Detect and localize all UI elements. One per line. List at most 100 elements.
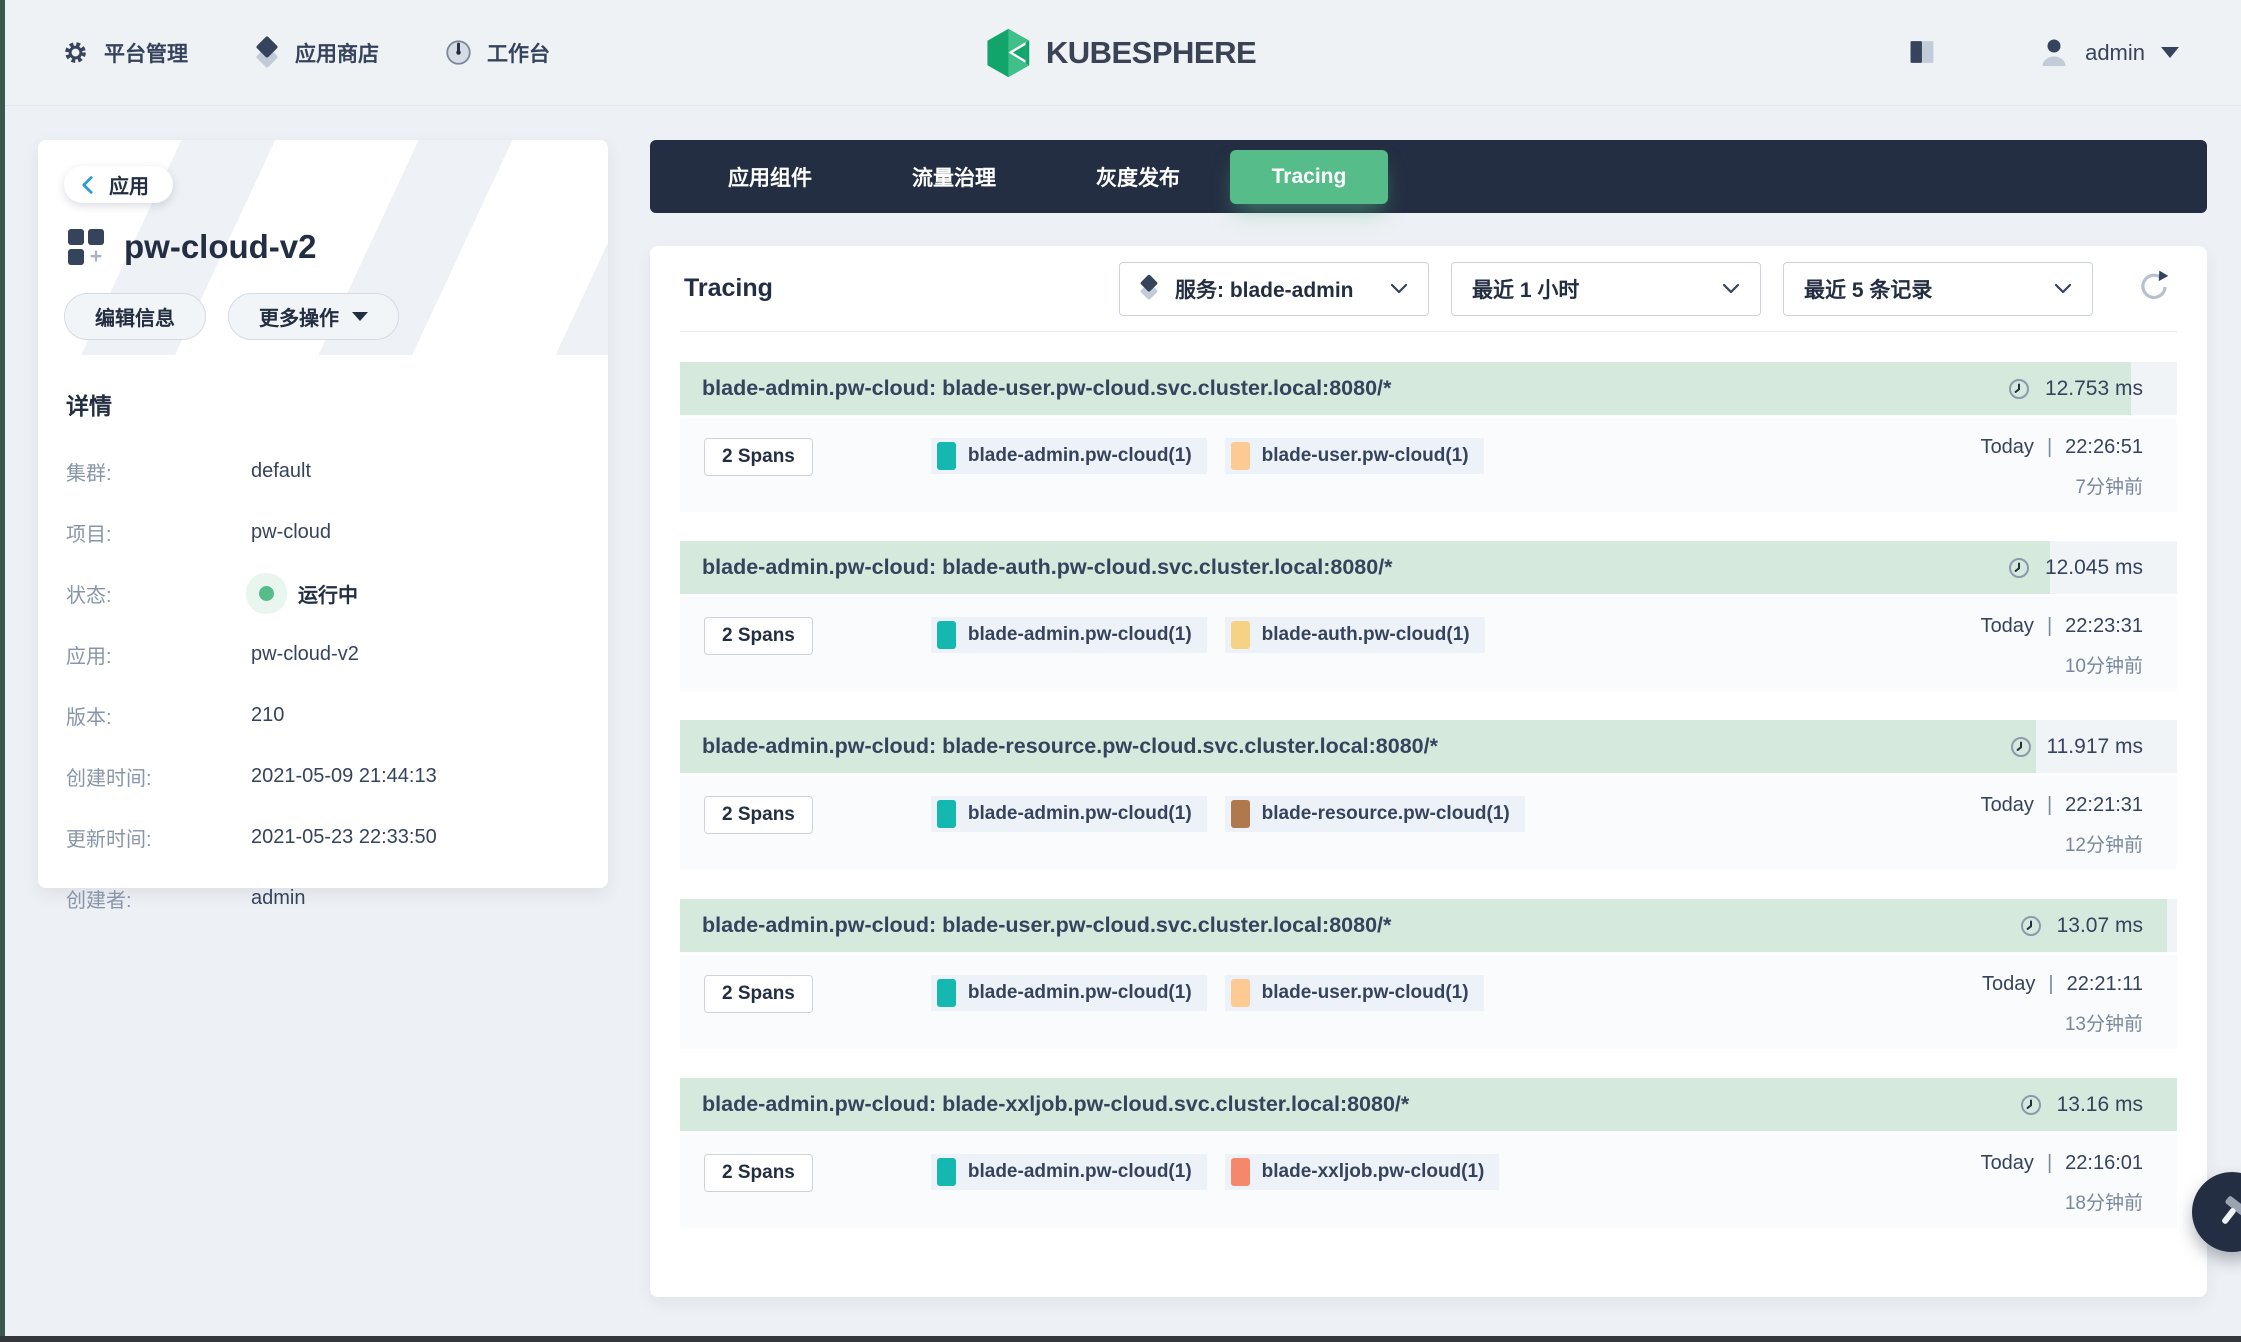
kubesphere-wordmark: KUBESPHERE [1045,34,1257,70]
tab-app-components[interactable]: 应用组件 [728,166,812,190]
nav-platform-management[interactable]: 平台管理 [62,38,188,68]
tab-traffic-management[interactable]: 流量治理 [912,166,996,190]
service-tag: blade-user.pw-cloud(1) [1224,438,1484,474]
trace-duration: 12.753 ms [2006,362,2143,415]
trace-item: blade-admin.pw-cloud: blade-auth.pw-clou… [680,541,2177,691]
detail-label: 项目: [66,524,112,546]
tag-color-swatch [936,800,956,828]
tag-label: blade-admin.pw-cloud(1) [967,803,1192,824]
trace-date: Today [1980,794,2034,816]
docs-icon[interactable] [1907,39,1939,66]
tag-label: blade-user.pw-cloud(1) [1261,982,1469,1003]
tab-tracing[interactable]: Tracing [1230,149,1388,204]
trace-time: 22:21:11 [2066,973,2143,995]
nav-platform-label: 平台管理 [104,42,188,66]
detail-row-cluster: 集群: default [66,457,580,486]
refresh-button[interactable] [2131,266,2177,312]
duration-bar [680,362,2131,415]
trace-time: 22:26:51 [2065,436,2143,458]
nav-appstore-label: 应用商店 [295,42,379,66]
trace-body: 2 Spans blade-admin.pw-cloud(1) blade-us… [680,418,2177,512]
trace-header[interactable]: blade-admin.pw-cloud: blade-user.pw-clou… [680,362,2177,415]
record-limit-value: 最近 5 条记录 [1804,278,1933,302]
tag-color-swatch [1230,979,1250,1007]
status-label: 运行中 [298,585,358,607]
tag-label: blade-auth.pw-cloud(1) [1261,624,1470,645]
trace-duration: 13.16 ms [2018,1078,2143,1131]
app-detail-header: 应用 + pw-cloud-v2 编辑信息 更多操作 [38,140,608,355]
edit-info-label: 编辑信息 [95,308,175,330]
kubesphere-logo[interactable]: KUBESPHERE [985,28,1257,78]
caret-down-icon [352,312,368,321]
detail-label: 创建时间: [66,768,152,790]
duration-label: 13.07 ms [2056,913,2143,937]
tracing-toolbar: Tracing 服务: blade-admin 最近 1 小时 最近 5 [680,246,2177,332]
tag-label: blade-admin.pw-cloud(1) [967,982,1192,1003]
chevron-down-icon [1722,283,1740,294]
service-tag: blade-xxljob.pw-cloud(1) [1224,1154,1500,1190]
tag-color-swatch [1230,800,1250,828]
back-button[interactable]: 应用 [64,166,173,203]
app-detail-panel: 应用 + pw-cloud-v2 编辑信息 更多操作 详情 集群: defaul… [38,140,608,912]
trace-title: blade-admin.pw-cloud: blade-user.pw-clou… [702,376,1392,400]
spans-badge: 2 Spans [704,617,813,655]
trace-body: 2 Spans blade-admin.pw-cloud(1) blade-re… [680,776,2177,870]
tracing-title: Tracing [684,274,773,302]
detail-row-creator: 创建者: admin [66,884,580,913]
trace-item: blade-admin.pw-cloud: blade-xxljob.pw-cl… [680,1078,2177,1228]
workbench-gauge-icon [446,40,471,65]
duration-bar [680,1078,2177,1131]
app-icon: + [68,229,104,267]
record-limit-select[interactable]: 最近 5 条记录 [1783,261,2093,316]
duration-bar [680,899,2167,952]
more-actions-button[interactable]: 更多操作 [228,293,399,340]
clock-icon [2008,557,2029,578]
tag-color-swatch [936,621,956,649]
clock-icon [2020,915,2041,936]
duration-label: 13.16 ms [2056,1092,2143,1116]
trace-date: Today [1982,973,2036,995]
chevron-down-icon [2054,283,2072,294]
detail-row-created: 创建时间: 2021-05-09 21:44:13 [66,762,580,791]
duration-label: 12.753 ms [2044,376,2143,400]
trace-list: blade-admin.pw-cloud: blade-user.pw-clou… [680,332,2177,1228]
nav-workbench[interactable]: 工作台 [445,38,550,68]
trace-item: blade-admin.pw-cloud: blade-user.pw-clou… [680,899,2177,1049]
trace-title: blade-admin.pw-cloud: blade-user.pw-clou… [702,913,1392,937]
status-dot [259,586,274,601]
trace-header[interactable]: blade-admin.pw-cloud: blade-resource.pw-… [680,720,2177,773]
top-navigation: 平台管理 应用商店 工作台 [62,35,550,68]
detail-value: pw-cloud [251,521,332,543]
trace-header[interactable]: blade-admin.pw-cloud: blade-xxljob.pw-cl… [680,1078,2177,1131]
clock-icon [2020,1094,2041,1115]
avatar-icon [2042,39,2066,66]
back-label: 应用 [109,176,149,198]
trace-body: 2 Spans blade-admin.pw-cloud(1) blade-xx… [680,1134,2177,1228]
trace-time: 22:16:01 [2065,1152,2143,1174]
trace-title: blade-admin.pw-cloud: blade-resource.pw-… [702,734,1438,758]
service-select[interactable]: 服务: blade-admin [1119,261,1429,316]
trace-timestamp: Today | 22:16:01 18分钟前 [1981,1152,2143,1215]
detail-value: default [251,460,312,482]
nav-app-store[interactable]: 应用商店 [254,35,379,68]
time-range-select[interactable]: 最近 1 小时 [1451,261,1761,316]
trace-title: blade-admin.pw-cloud: blade-xxljob.pw-cl… [702,1092,1410,1116]
status-badge: 运行中 [251,579,358,608]
trace-timestamp: Today | 22:21:31 12分钟前 [1981,794,2143,857]
edit-info-button[interactable]: 编辑信息 [64,293,206,340]
hammer-icon [2222,1196,2241,1224]
trace-header[interactable]: blade-admin.pw-cloud: blade-user.pw-clou… [680,899,2177,952]
detail-value: 2021-05-09 21:44:13 [251,765,437,787]
service-tag: blade-admin.pw-cloud(1) [930,1154,1207,1190]
tag-color-swatch [936,979,956,1007]
tag-color-swatch [1230,442,1250,470]
service-select-value: 服务: blade-admin [1175,278,1354,302]
trace-duration: 12.045 ms [2006,541,2143,594]
detail-value: 2021-05-23 22:33:50 [251,826,437,848]
detail-value: admin [251,887,306,909]
trace-header[interactable]: blade-admin.pw-cloud: blade-auth.pw-clou… [680,541,2177,594]
user-menu[interactable]: admin [2039,37,2179,68]
trace-ago: 10分钟前 [2064,656,2143,677]
tab-gray-release[interactable]: 灰度发布 [1096,166,1180,190]
refresh-icon [2141,270,2169,300]
